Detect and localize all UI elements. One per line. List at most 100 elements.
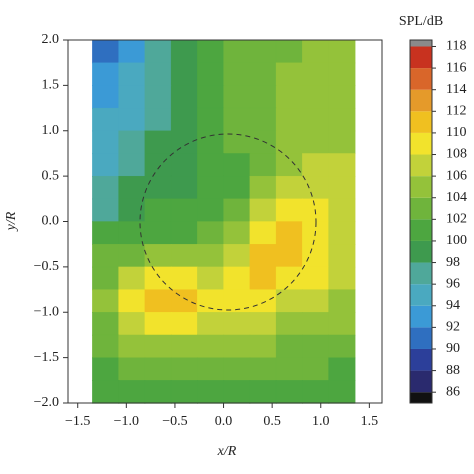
- contour-cell: [118, 380, 146, 404]
- x-tick-label: −1.0: [114, 414, 139, 429]
- contour-cell: [328, 130, 356, 155]
- colorbar-frame: [409, 39, 433, 404]
- contour-cell: [197, 312, 225, 336]
- y-tick-label: 2.0: [42, 32, 60, 47]
- contour-cell: [275, 334, 303, 359]
- contour-cell: [118, 244, 146, 268]
- x-axis-label: x/R: [217, 444, 237, 459]
- contour-cell: [249, 62, 277, 87]
- contour-cell: [170, 85, 198, 109]
- y-tick-label: 1.0: [42, 123, 60, 138]
- contour-cell: [92, 312, 120, 336]
- contour-cell: [328, 198, 356, 223]
- contour-cell: [144, 175, 172, 200]
- contour-cell: [223, 244, 251, 268]
- contour-cell: [118, 312, 146, 336]
- colorbar-segment: [410, 284, 432, 306]
- contour-cell: [223, 380, 251, 404]
- contour-cell: [118, 221, 146, 245]
- contour-cell: [302, 289, 330, 313]
- contour-cell: [92, 244, 120, 268]
- contour-cell: [275, 175, 303, 200]
- colorbar-tick-label: 96: [446, 276, 460, 291]
- contour-cell: [170, 312, 198, 336]
- contour-cell: [118, 289, 146, 313]
- contour-cell: [223, 85, 251, 109]
- contour-cell: [249, 289, 277, 313]
- colorbar-tick-label: 112: [446, 104, 466, 119]
- colorbar-tick-label: 108: [446, 147, 467, 162]
- y-tick-label: 0.5: [42, 168, 60, 183]
- contour-cell: [170, 130, 198, 155]
- contour-cell: [170, 266, 198, 291]
- contour-cell: [249, 380, 277, 404]
- contour-cell: [170, 380, 198, 404]
- contour-cell: [223, 107, 251, 132]
- contour-cell: [328, 107, 356, 132]
- colorbar-tick-label: 86: [446, 384, 460, 399]
- contour-cell: [170, 62, 198, 87]
- contour-cell: [170, 357, 198, 381]
- contour-cell: [249, 153, 277, 177]
- contour-cell: [118, 266, 146, 291]
- contour-cell: [249, 175, 277, 200]
- colorbar-tick-label: 90: [446, 341, 460, 356]
- contour-cell: [92, 130, 120, 155]
- contour-cell: [302, 39, 330, 64]
- contour-cell: [197, 175, 225, 200]
- contour-cell: [302, 380, 330, 404]
- contour-cell: [197, 244, 225, 268]
- contour-cell: [144, 130, 172, 155]
- contour-cell: [170, 39, 198, 64]
- contour-cell: [223, 266, 251, 291]
- y-tick-label: −1.5: [34, 350, 59, 365]
- contour-cell: [92, 85, 120, 109]
- contour-cell: [197, 85, 225, 109]
- contour-cell: [197, 39, 225, 64]
- contour-cell: [144, 85, 172, 109]
- contour-cell: [328, 62, 356, 87]
- contour-cell: [170, 244, 198, 268]
- colorbar-segment: [410, 219, 432, 241]
- contour-cell: [92, 334, 120, 359]
- y-tick-label: −1.0: [34, 304, 59, 319]
- colorbar-tick-label: 116: [446, 60, 466, 75]
- contour-cell: [170, 107, 198, 132]
- contour-cell: [302, 357, 330, 381]
- colorbar-segment: [410, 370, 432, 393]
- contour-cell: [144, 198, 172, 223]
- contour-cell: [170, 289, 198, 313]
- y-tick-label: −2.0: [34, 395, 59, 410]
- contour-cell: [170, 198, 198, 223]
- contour-cell: [275, 39, 303, 64]
- contour-cell: [275, 380, 303, 404]
- colorbar-tick-label: 110: [446, 125, 466, 140]
- colorbar-tick-label: 118: [446, 39, 466, 54]
- contour-cell: [92, 357, 120, 381]
- colorbar-segment: [410, 89, 432, 112]
- colorbar-segment: [410, 40, 432, 47]
- contour-cell: [275, 312, 303, 336]
- contour-cell: [170, 175, 198, 200]
- contour-cell: [92, 380, 120, 404]
- contour-cell: [328, 289, 356, 313]
- contour-cell: [197, 221, 225, 245]
- colorbar-segment: [410, 262, 432, 285]
- contour-cell: [197, 334, 225, 359]
- contour-cell: [328, 244, 356, 268]
- contour-cell: [144, 221, 172, 245]
- colorbar-segment: [410, 348, 432, 371]
- x-tick-label: 0.0: [215, 414, 233, 429]
- colorbar-segment: [410, 240, 432, 263]
- contour-cell: [197, 380, 225, 404]
- colorbar-tick-label: 88: [446, 363, 460, 378]
- contour-cell: [144, 244, 172, 268]
- contour-cell: [197, 107, 225, 132]
- contour-cell: [144, 107, 172, 132]
- contour-cell: [92, 62, 120, 87]
- contour-cell: [144, 357, 172, 381]
- contour-cell: [92, 39, 120, 64]
- contour-cell: [144, 334, 172, 359]
- contour-cell: [275, 107, 303, 132]
